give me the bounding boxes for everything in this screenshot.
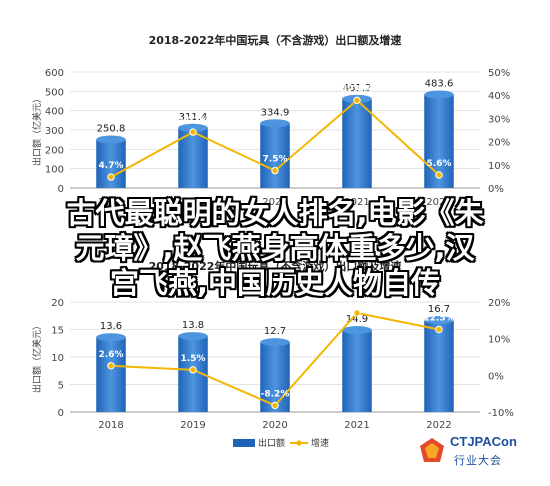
growth-label: 37.8%	[341, 84, 372, 94]
y2-tick-label: 20%	[488, 138, 510, 149]
bar-value-label: 250.8	[97, 124, 126, 135]
bar	[260, 123, 290, 188]
legend-bar-swatch	[233, 439, 255, 447]
logo-name: CTJPACon	[450, 434, 517, 449]
bar-cap	[342, 326, 372, 335]
x-tick-label: 2018	[98, 197, 123, 208]
growth-point	[107, 362, 115, 370]
y-tick-label: 15	[51, 326, 64, 337]
y2-tick-label: 20%	[488, 298, 510, 309]
bar-cap	[424, 90, 454, 99]
x-tick-label: 2019	[180, 420, 205, 431]
growth-label: 17.0%	[341, 297, 372, 307]
bar-cap	[96, 135, 126, 144]
bar	[342, 98, 372, 188]
y-tick-label: 0	[58, 184, 64, 195]
logo-icon	[420, 438, 444, 462]
bar-cap	[260, 338, 290, 347]
y2-tick-label: 40%	[488, 91, 510, 102]
y2-tick-label: 0%	[488, 371, 504, 382]
y-axis-label: 出口额（亿美元）	[31, 94, 43, 166]
growth-point	[271, 166, 279, 175]
y2-tick-label: 10%	[488, 335, 510, 346]
x-tick-label: 2022	[426, 420, 451, 431]
bar-value-label: 16.7	[428, 304, 450, 315]
growth-point	[189, 366, 197, 374]
growth-point	[353, 96, 361, 105]
y-tick-label: 5	[58, 381, 64, 392]
overlay-line-3: 宫飞燕,中国历史人物自传	[109, 266, 441, 300]
growth-label: 5.6%	[427, 159, 452, 169]
y-axis-label: 出口额（亿美元）	[31, 321, 43, 393]
y-tick-label: 10	[51, 353, 64, 364]
legend-bar-label: 出口额	[258, 437, 285, 449]
bar-value-label: 461.2	[343, 83, 372, 94]
logo-subtitle: 行业大会	[454, 454, 502, 467]
y2-tick-label: 10%	[488, 161, 510, 172]
y2-tick-label: 50%	[488, 68, 510, 79]
bar-value-label: 13.6	[100, 321, 122, 332]
y-tick-label: 500	[45, 87, 64, 98]
growth-label: 4.7%	[99, 161, 124, 171]
chart-title: 2018-2022年中国玩具（不含游戏）出口额及增速	[149, 259, 402, 273]
x-tick-label: 2019	[180, 197, 205, 208]
growth-point	[271, 401, 279, 410]
bar-cap	[178, 123, 208, 132]
growth-point	[353, 309, 361, 317]
bar-cap	[424, 316, 454, 325]
x-tick-label: 2021	[344, 420, 369, 431]
y2-tick-label: 30%	[488, 114, 510, 125]
y-tick-label: 20	[51, 298, 64, 309]
bar-cap	[260, 119, 290, 128]
growth-label: 2.6%	[99, 350, 124, 360]
growth-label: 7.5%	[263, 155, 288, 165]
overlay-line-1: 古代最聪明的女人排名,电影《朱	[66, 196, 484, 230]
y-tick-label: 200	[45, 145, 64, 156]
bar-cap	[96, 333, 126, 342]
growth-point	[435, 325, 443, 334]
y2-tick-label: 0%	[488, 184, 504, 195]
bar	[424, 320, 454, 412]
overlay-line-2: 元璋》,赵飞燕身高体重多少,汉	[75, 231, 475, 265]
x-tick-label: 2020	[262, 420, 287, 431]
growth-label: -8.2%	[261, 389, 290, 399]
legend-line-label: 增速	[311, 437, 329, 449]
y-tick-label: 400	[45, 107, 64, 118]
y-tick-label: 300	[45, 126, 64, 137]
bar	[96, 337, 126, 412]
growth-point	[107, 173, 115, 181]
bar-value-label: 311.4	[179, 112, 208, 123]
x-tick-label: 2018	[98, 420, 123, 431]
y-tick-label: 0	[58, 408, 64, 419]
legend-line-marker	[296, 440, 302, 446]
x-tick-label: 2020	[262, 197, 287, 208]
y-tick-label: 100	[45, 165, 64, 176]
y2-tick-label: -10%	[488, 408, 514, 419]
bar	[342, 330, 372, 412]
bar-value-label: 13.8	[182, 320, 204, 331]
bar-value-label: 334.9	[261, 107, 290, 118]
growth-point	[189, 128, 197, 136]
ctjpacon-logo: CTJPACon 行业大会	[418, 434, 536, 470]
growth-point	[435, 171, 443, 179]
x-tick-label: 2022	[426, 197, 451, 208]
bar-value-label: 14.9	[346, 314, 368, 325]
growth-label: 1.5%	[181, 354, 206, 364]
bar-value-label: 483.6	[425, 79, 454, 90]
bar-cap	[178, 332, 208, 341]
growth-label: 24.1%	[177, 116, 208, 126]
y-tick-label: 600	[45, 68, 64, 79]
x-tick-label: 2021	[344, 197, 369, 208]
growth-label: 12.5%	[423, 314, 454, 324]
chart-title: 2018-2022年中国玩具（不含游戏）出口额及增速	[149, 33, 402, 47]
bar-value-label: 12.7	[264, 326, 286, 337]
